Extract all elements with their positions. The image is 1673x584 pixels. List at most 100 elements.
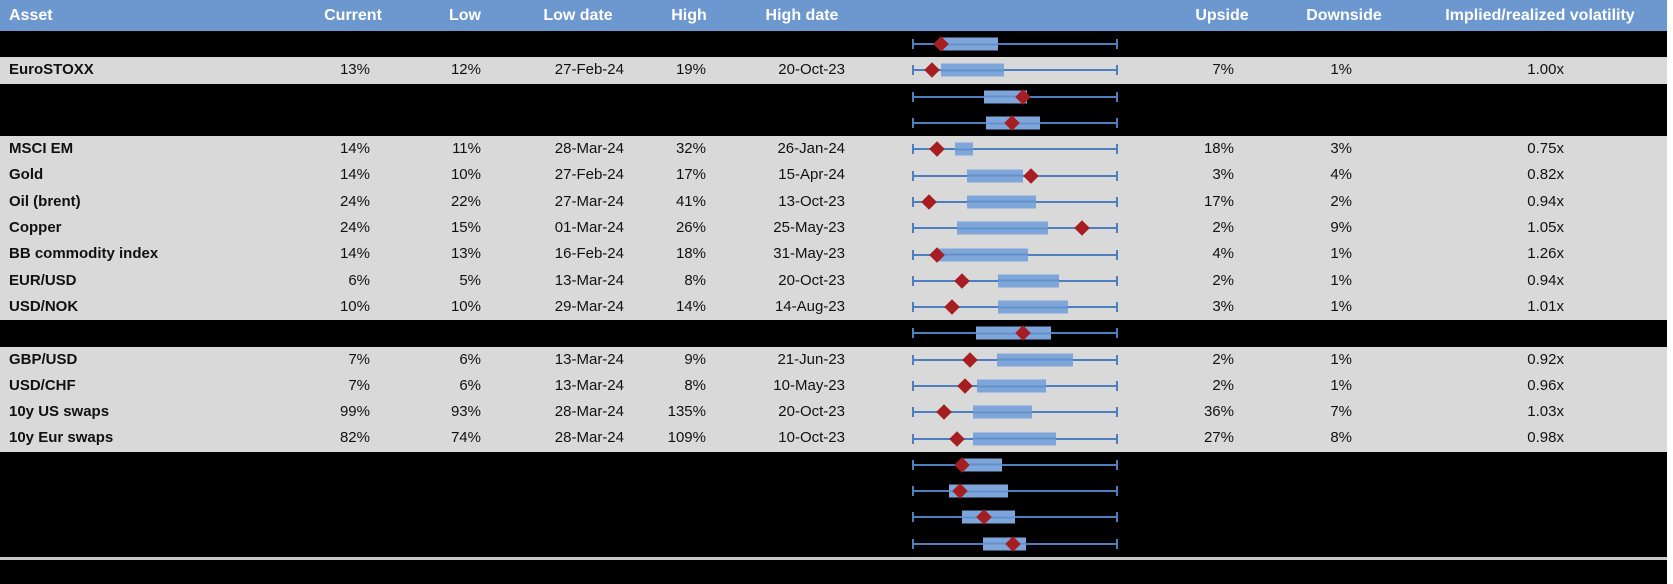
low-cell: 93% [450, 403, 481, 421]
low-cell: 5% [459, 271, 481, 289]
downside-cell: 1% [1330, 376, 1352, 394]
range-box [956, 221, 1048, 235]
implied-realized-cell: 0.92x [1527, 350, 1564, 368]
range-boxplot [912, 531, 1118, 557]
whisker-cap-right [1116, 512, 1118, 523]
whisker-cap-right [1116, 538, 1118, 549]
downside-cell [1262, 452, 1352, 478]
range-boxplot [912, 373, 1118, 399]
range-box-midline [967, 174, 1024, 177]
divider-line [0, 556, 1667, 560]
table-row: Copper 24% 15% 01-Mar-24 26% 25-May-23 2… [0, 215, 1667, 242]
whisker-cap-left [912, 223, 914, 234]
upside-cell: 27% [1203, 429, 1234, 447]
range-box [954, 142, 974, 156]
low-cell [391, 320, 481, 346]
whisker-cap-left [912, 275, 914, 286]
table-row [0, 504, 1667, 531]
high-date-cell [735, 478, 845, 504]
table-row: EUR/USD 6% 5% 13-Mar-24 8% 20-Oct-23 2% … [0, 267, 1667, 294]
implied-realized-cell: 0.82x [1527, 166, 1564, 184]
high-date-cell [735, 504, 845, 530]
table-body: EuroSTOXX 13% 12% 27-Feb-24 19% 20-Oct-2… [0, 31, 1667, 557]
upside-cell: 3% [1212, 166, 1234, 184]
high-date-cell [735, 320, 845, 346]
current-cell [280, 478, 370, 504]
high-cell: 14% [675, 297, 706, 315]
implied-realized-cell: 0.98x [1527, 429, 1564, 447]
upside-cell [1144, 478, 1234, 504]
asset-cell [9, 320, 279, 346]
column-header-upside: Upside [1195, 7, 1249, 24]
low-date-cell [514, 478, 624, 504]
high-cell: 8% [684, 271, 706, 289]
range-box [996, 353, 1074, 367]
table-row: USD/CHF 7% 6% 13-Mar-24 8% 10-May-23 2% … [0, 372, 1667, 400]
current-cell [280, 110, 370, 136]
current-cell: 14% [339, 166, 370, 184]
high-date-cell: 21-Jun-23 [777, 350, 845, 368]
range-box-midline [956, 227, 1048, 230]
range-box-midline [954, 148, 974, 151]
implied-realized-cell: 0.94x [1527, 271, 1564, 289]
range-boxplot [912, 399, 1118, 425]
table-row: EuroSTOXX 13% 12% 27-Feb-24 19% 20-Oct-2… [0, 57, 1667, 84]
range-boxplot [912, 478, 1118, 504]
range-box [976, 326, 1051, 340]
upside-cell [1144, 320, 1234, 346]
low-cell: 6% [459, 376, 481, 394]
high-cell [616, 504, 706, 530]
current-cell [280, 320, 370, 346]
upside-cell: 36% [1203, 403, 1234, 421]
upside-cell: 7% [1212, 61, 1234, 79]
whisker-cap-right [1116, 249, 1118, 260]
whisker-cap-right [1116, 459, 1118, 470]
asset-cell: 10y Eur swaps [9, 429, 114, 447]
range-box [936, 248, 1029, 262]
high-cell [616, 84, 706, 110]
range-box-midline [976, 332, 1051, 335]
low-date-cell: 27-Feb-24 [554, 166, 624, 184]
high-cell [616, 452, 706, 478]
high-cell [616, 110, 706, 136]
asset-cell [9, 84, 279, 110]
table-row: USD/NOK 10% 10% 29-Mar-24 14% 14-Aug-23 … [0, 293, 1667, 321]
high-date-cell: 10-Oct-23 [778, 429, 845, 447]
asset-cell [9, 531, 279, 557]
implied-realized-cell [1454, 31, 1564, 57]
downside-cell: 3% [1330, 140, 1352, 158]
low-cell: 6% [459, 350, 481, 368]
whisker-cap-left [912, 249, 914, 260]
range-box [961, 458, 1002, 472]
whisker-cap-left [912, 91, 914, 102]
whisker-cap-right [1116, 196, 1118, 207]
low-cell [391, 504, 481, 530]
column-header-high-date: High date [765, 7, 839, 24]
current-cell: 6% [348, 271, 370, 289]
current-cell: 13% [339, 61, 370, 79]
asset-cell [9, 452, 279, 478]
high-date-cell [735, 110, 845, 136]
downside-cell: 1% [1330, 61, 1352, 79]
whisker-cap-right [1116, 170, 1118, 181]
asset-cell [9, 478, 279, 504]
high-date-cell [735, 531, 845, 557]
range-boxplot [912, 347, 1118, 373]
column-header-low-date: Low date [543, 7, 613, 24]
low-cell: 10% [450, 166, 481, 184]
downside-cell: 4% [1330, 166, 1352, 184]
whisker-cap-right [1116, 407, 1118, 418]
table-row: BB commodity index 14% 13% 16-Feb-24 18%… [0, 241, 1667, 268]
high-cell: 18% [675, 245, 706, 263]
low-cell: 15% [450, 219, 481, 237]
range-box-midline [996, 358, 1074, 361]
current-cell [280, 84, 370, 110]
range-box-midline [948, 490, 1008, 493]
high-cell: 8% [684, 376, 706, 394]
current-cell: 82% [339, 429, 370, 447]
high-date-cell: 31-May-23 [773, 245, 845, 263]
range-box-midline [973, 411, 1033, 414]
range-box-midline [967, 200, 1037, 203]
range-boxplot [912, 31, 1118, 57]
implied-realized-cell [1454, 320, 1564, 346]
